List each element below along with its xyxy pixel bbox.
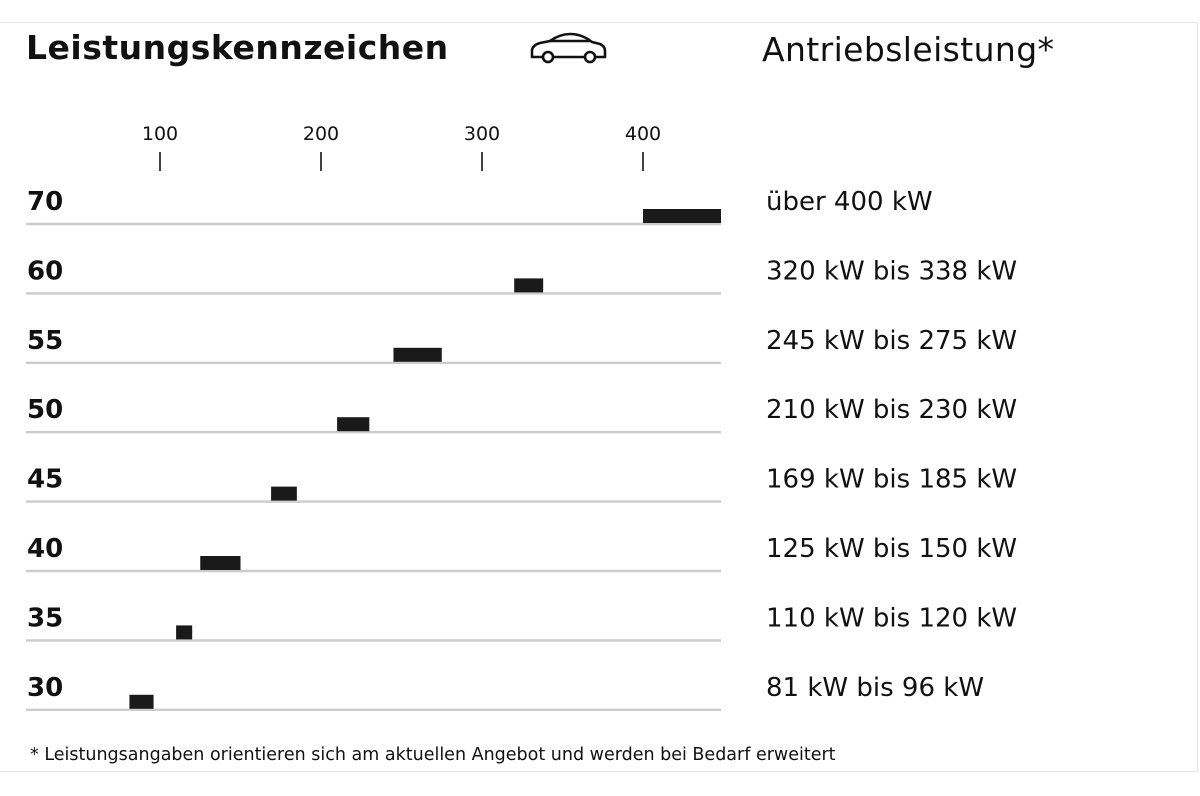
range-bar: [337, 417, 370, 432]
category-label: 30: [27, 673, 63, 703]
category-label: 40: [27, 534, 63, 564]
range-label: 169 kW bis 185 kW: [766, 465, 1017, 495]
car-icon: [530, 32, 607, 64]
category-label: 35: [27, 603, 63, 633]
range-bar: [643, 209, 721, 223]
tick-label: 400: [625, 123, 661, 145]
range-label: 320 kW bis 338 kW: [766, 256, 1017, 286]
x-axis-ticks: 100 200 300 400: [142, 123, 661, 171]
range-bar: [176, 625, 193, 640]
range-label: 110 kW bis 120 kW: [766, 603, 1017, 633]
range-bar: [393, 347, 442, 362]
footnote: * Leistungsangaben orientieren sich am a…: [30, 745, 836, 765]
chart-rows: 70 über 400 kW 60 320 kW bis 338 kW 55 245 kW…: [26, 187, 1017, 711]
chart-title: Leistungskennzeichen: [26, 28, 449, 67]
range-label: 125 kW bis 150 kW: [766, 534, 1017, 564]
category-label: 55: [27, 326, 63, 356]
range-bar: [129, 694, 154, 709]
category-label: 45: [27, 465, 63, 495]
tick-label: 100: [142, 123, 178, 145]
range-label: 245 kW bis 275 kW: [766, 326, 1017, 356]
tick-label: 300: [464, 123, 500, 145]
category-label: 60: [27, 256, 63, 286]
category-label: 70: [27, 187, 63, 217]
range-chart: 100 200 300 400 70 über 400 kW 60 320 kW bis 3…: [26, 123, 1017, 711]
tick-label: 200: [303, 123, 339, 145]
chart-subtitle: Antriebsleistung*: [762, 30, 1055, 69]
range-label: 210 kW bis 230 kW: [766, 395, 1017, 425]
category-label: 50: [27, 395, 63, 425]
range-bar: [514, 278, 544, 293]
range-bar: [200, 556, 241, 570]
chart-frame: [0, 22, 1198, 772]
range-bar: [271, 486, 297, 501]
range-label: über 400 kW: [766, 187, 933, 217]
range-label: 81 kW bis 96 kW: [766, 673, 984, 703]
